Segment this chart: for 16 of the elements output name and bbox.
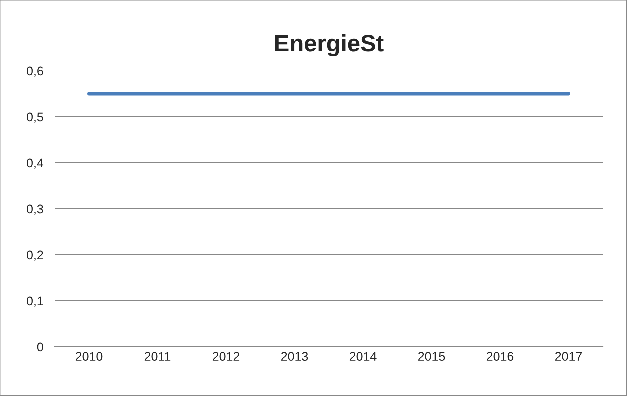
x-tick-label: 2013 [281, 352, 308, 362]
y-tick-label: 0,4 [27, 158, 44, 170]
x-tick-label: 2010 [76, 352, 103, 362]
x-tick-label: 2011 [144, 352, 171, 362]
y-tick-label: 0,3 [27, 204, 44, 216]
y-tick-label: 0,2 [27, 250, 44, 262]
x-tick-label: 2016 [486, 352, 514, 362]
chart-title: EnergieSt [275, 34, 384, 57]
y-tick-label: 0,5 [27, 112, 44, 124]
y-tick-label: 0 [37, 342, 44, 352]
x-tick-label: 2012 [212, 352, 240, 362]
y-tick-label: 0,1 [27, 296, 44, 308]
x-tick-label: 2017 [555, 352, 582, 362]
y-tick-label: 0,6 [27, 66, 44, 78]
x-tick-label: 2015 [418, 352, 446, 362]
x-tick-label: 2014 [350, 352, 377, 362]
